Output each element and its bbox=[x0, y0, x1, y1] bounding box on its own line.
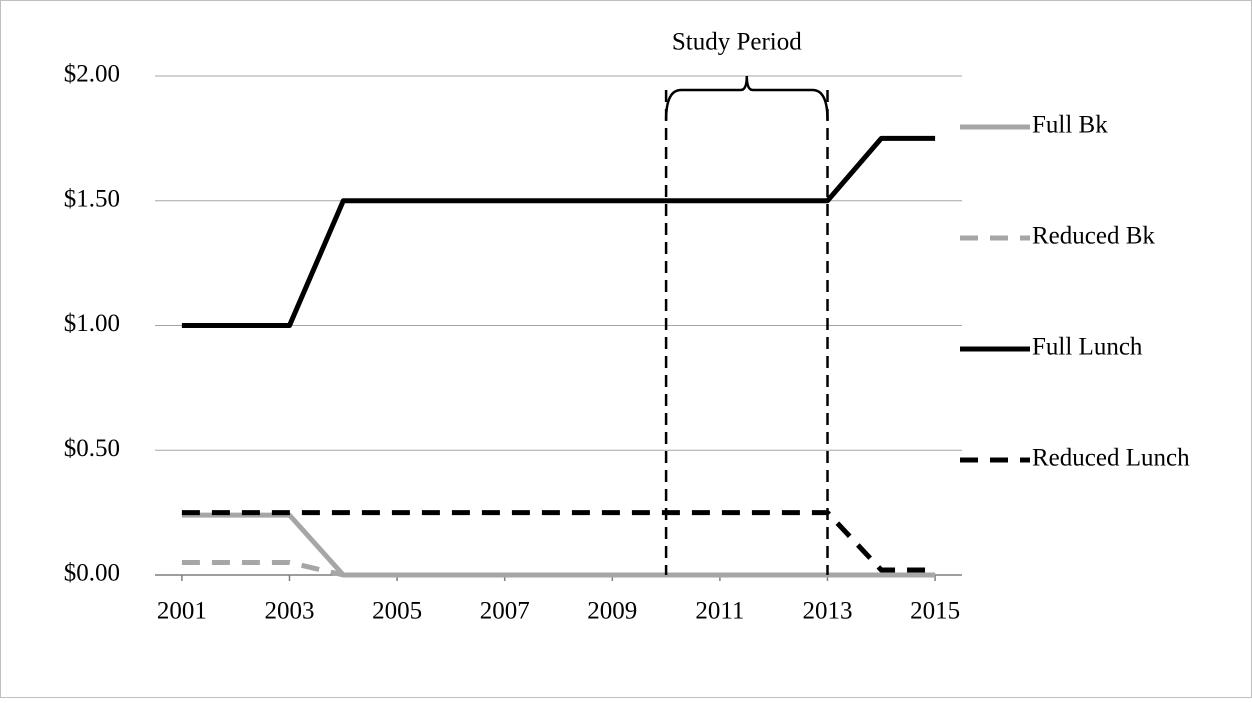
legend-label: Full Bk bbox=[1032, 112, 1108, 139]
y-tick-label: $2.00 bbox=[64, 61, 120, 88]
x-tick-label: 2001 bbox=[157, 598, 207, 625]
x-tick-label: 2005 bbox=[372, 598, 422, 625]
legend-label: Reduced Lunch bbox=[1032, 445, 1190, 472]
annotation-label: Study Period bbox=[672, 29, 802, 56]
y-tick-label: $1.50 bbox=[64, 185, 120, 212]
series-line bbox=[181, 135, 936, 328]
x-tick-label: 2013 bbox=[803, 598, 853, 625]
series-line bbox=[181, 510, 936, 573]
legend-label: Full Lunch bbox=[1032, 334, 1143, 361]
x-tick-label: 2009 bbox=[587, 598, 637, 625]
series-line bbox=[181, 512, 936, 578]
x-tick-label: 2015 bbox=[910, 598, 960, 625]
legend-label: Reduced Bk bbox=[1032, 223, 1155, 250]
x-tick-label: 2011 bbox=[695, 598, 744, 625]
y-tick-label: $0.50 bbox=[64, 435, 120, 462]
x-tick-label: 2007 bbox=[480, 598, 530, 625]
series-line bbox=[181, 560, 936, 578]
x-tick-label: 2003 bbox=[265, 598, 315, 625]
annotation-brace bbox=[664, 75, 829, 121]
y-tick-label: $0.00 bbox=[64, 560, 120, 587]
y-tick-label: $1.00 bbox=[64, 310, 120, 337]
